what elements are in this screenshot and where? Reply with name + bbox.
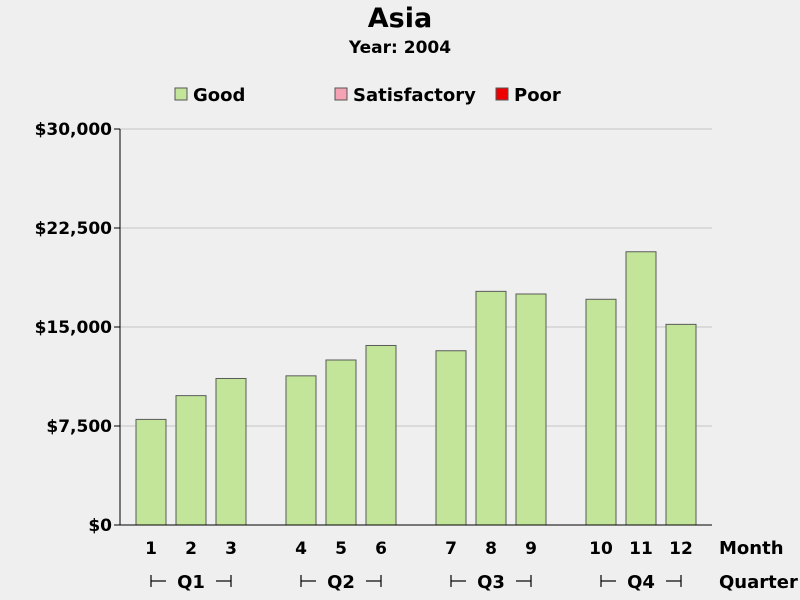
bar-month-12	[665, 323, 697, 526]
legend-label-good: Good	[193, 85, 245, 106]
month-tick-label: 3	[225, 539, 237, 559]
y-tick-label: $30,000	[35, 120, 113, 140]
month-tick-label: 2	[185, 539, 197, 559]
bar-month-10	[585, 298, 617, 526]
month-tick-label: 6	[375, 539, 387, 559]
bar-month-9	[515, 293, 547, 526]
month-tick-label: 5	[335, 539, 347, 559]
month-tick-label: 10	[589, 539, 613, 559]
y-axis: $0 $7,500 $15,000 $22,500 $30,000	[35, 120, 121, 536]
quarter-label: Q1	[177, 572, 205, 593]
month-tick-label: 11	[629, 539, 653, 559]
bar-month-2	[175, 395, 207, 526]
y-tick-label: $0	[88, 516, 112, 536]
month-tick-label: 9	[525, 539, 537, 559]
month-tick-label: 8	[485, 539, 497, 559]
bar-month-8	[475, 290, 507, 526]
bar-month-11	[625, 251, 657, 526]
chart-title: Asia	[368, 3, 432, 34]
legend: Good Satisfactory Poor	[174, 85, 561, 106]
quarter-axis-label: Quarter	[719, 572, 798, 593]
grid-lines	[120, 128, 712, 427]
legend-swatch-good	[174, 87, 188, 101]
y-tick-label: $22,500	[35, 219, 113, 239]
bar-month-6	[365, 344, 397, 526]
bar-month-7	[435, 350, 467, 526]
month-tick-label: 12	[669, 539, 693, 559]
chart-subtitle: Year: 2004	[348, 38, 451, 58]
y-tick-label: $7,500	[46, 417, 112, 437]
legend-label-poor: Poor	[514, 85, 561, 106]
quarter-label: Q3	[477, 572, 505, 593]
month-tick-label: 4	[295, 539, 307, 559]
quarter-label: Q4	[627, 572, 655, 593]
month-tick-label: 1	[145, 539, 157, 559]
legend-swatch-poor	[495, 87, 509, 101]
bar-month-1	[135, 418, 167, 526]
legend-label-satisfactory: Satisfactory	[353, 85, 476, 106]
month-tick-label: 7	[445, 539, 457, 559]
bar-month-5	[325, 359, 357, 526]
y-tick-label: $15,000	[35, 318, 113, 338]
month-axis-label: Month	[719, 538, 784, 559]
bar-month-4	[285, 375, 317, 526]
legend-swatch-satisfactory	[334, 87, 348, 101]
quarter-label: Q2	[327, 572, 355, 593]
bar-month-3	[215, 377, 247, 526]
bars	[135, 251, 697, 526]
